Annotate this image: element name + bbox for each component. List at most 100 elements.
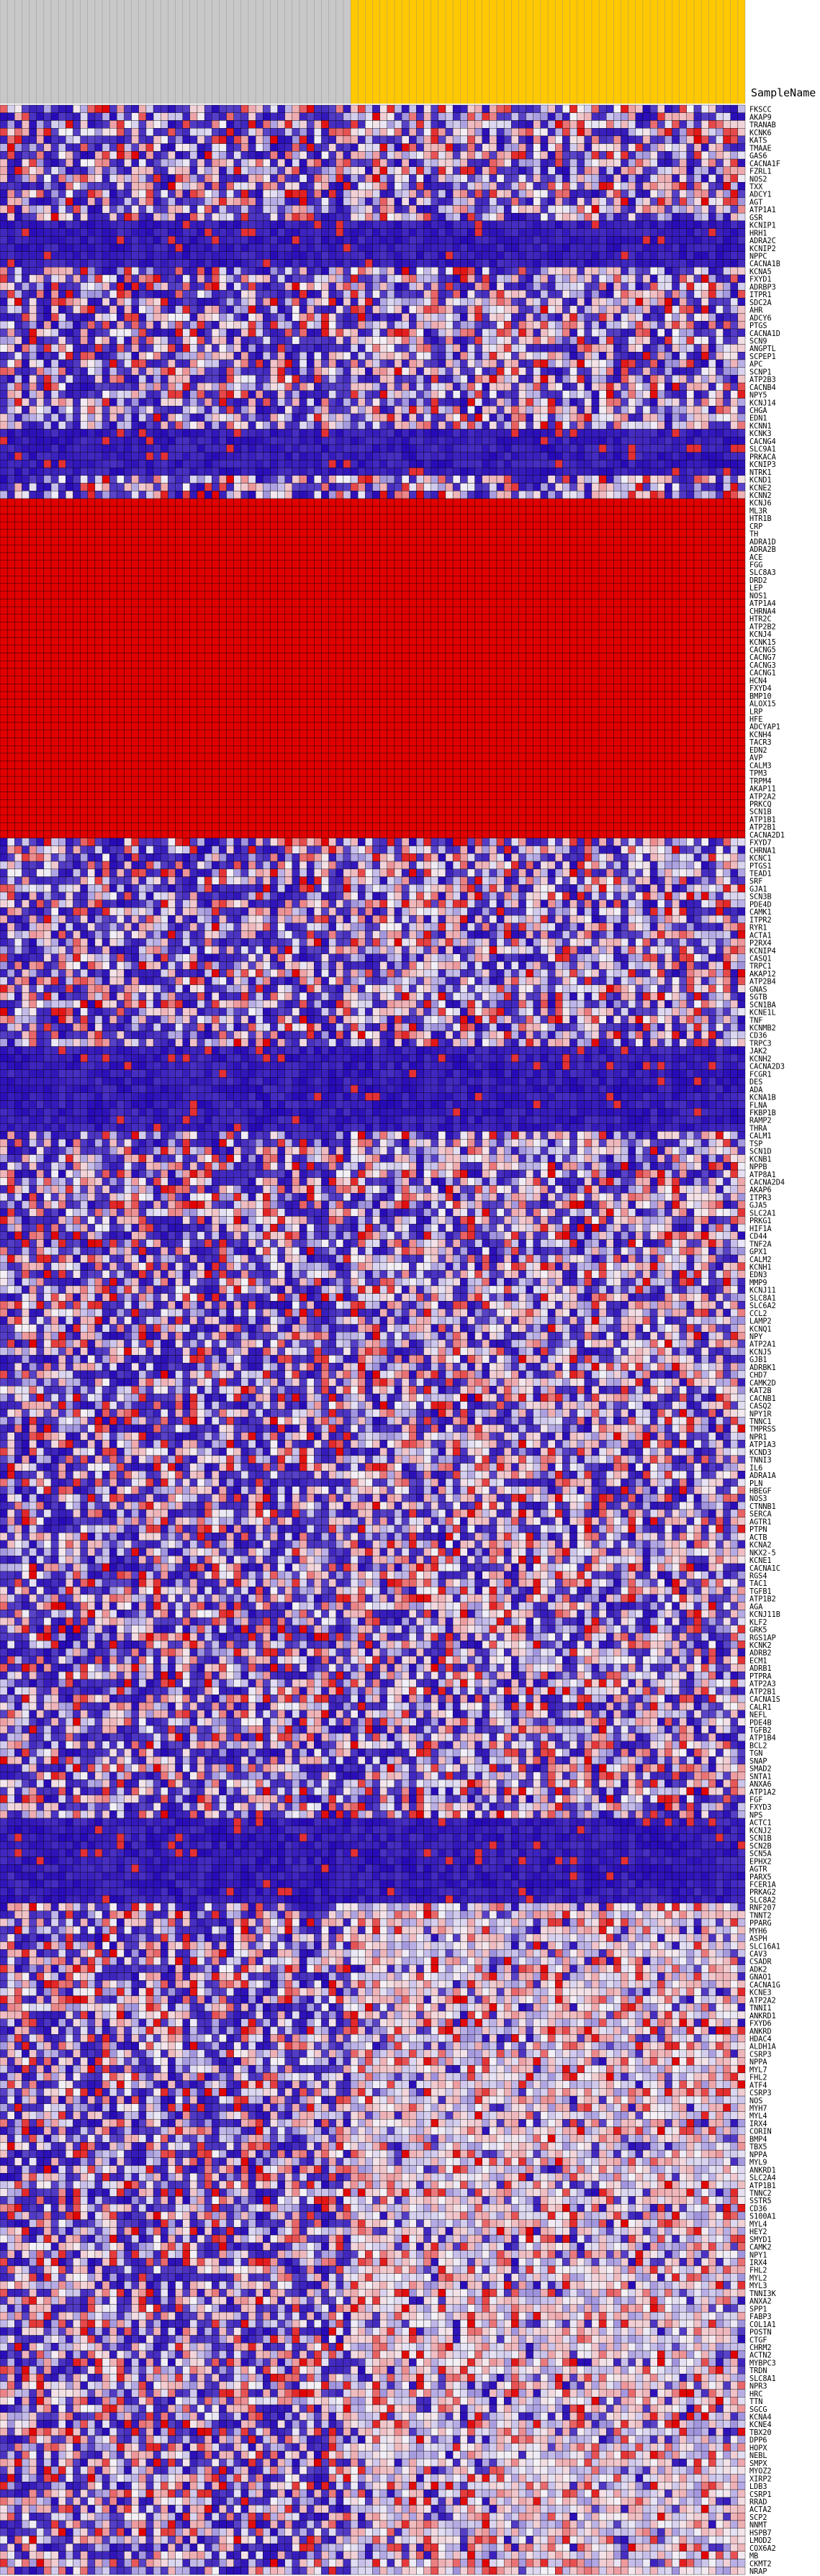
- heatmap-cell: [270, 337, 277, 345]
- heatmap-cell: [204, 375, 212, 383]
- heatmap-cell: [358, 321, 365, 329]
- heatmap-cell: [219, 151, 226, 159]
- heatmap-cell: [694, 383, 701, 391]
- heatmap-cell: [183, 182, 190, 190]
- heatmap-cell: [497, 275, 504, 283]
- heatmap-cell: [526, 113, 533, 121]
- heatmap-cell: [657, 437, 664, 445]
- heatmap-cell: [146, 244, 153, 252]
- heatmap-cell: [292, 445, 299, 453]
- heatmap-cell: [387, 213, 395, 221]
- heatmap-cell: [490, 190, 497, 198]
- heatmap-cell: [424, 283, 431, 291]
- heatmap-cell: [548, 468, 555, 476]
- heatmap-cell: [526, 337, 533, 345]
- heatmap-cell: [66, 229, 73, 237]
- heatmap-cell: [467, 437, 474, 445]
- heatmap-cell: [204, 314, 212, 322]
- heatmap-cell: [431, 275, 438, 283]
- heatmap-cell: [270, 229, 277, 237]
- heatmap-cell: [58, 406, 66, 414]
- heatmap-cell: [511, 414, 518, 422]
- heatmap-cell: [88, 337, 95, 345]
- heatmap-cell: [22, 360, 29, 368]
- heatmap-cell: [88, 306, 95, 314]
- heatmap-cell: [504, 360, 511, 368]
- heatmap-cell: [234, 144, 241, 152]
- heatmap-cell: [139, 159, 146, 167]
- heatmap-cell: [227, 190, 234, 198]
- heatmap-cell: [490, 352, 497, 360]
- heatmap-cell: [643, 136, 650, 144]
- heatmap-cell: [329, 144, 336, 152]
- heatmap-cell: [307, 128, 314, 136]
- heatmap-cell: [241, 352, 248, 360]
- heatmap-cell: [402, 136, 409, 144]
- heatmap-cell: [680, 391, 687, 399]
- heatmap-cell: [109, 306, 117, 314]
- heatmap-cell: [219, 468, 226, 476]
- heatmap-cell: [365, 120, 372, 128]
- heatmap-cell: [606, 429, 613, 437]
- heatmap-cell: [585, 213, 592, 221]
- heatmap-cell: [387, 298, 395, 306]
- heatmap-cell: [416, 429, 423, 437]
- heatmap-cell: [314, 221, 321, 229]
- heatmap-cell: [585, 445, 592, 453]
- heatmap-cell: [650, 213, 657, 221]
- heatmap-cell: [109, 167, 117, 175]
- heatmap-cell: [687, 468, 694, 476]
- heatmap-cell: [197, 306, 204, 314]
- heatmap-cell: [168, 314, 175, 322]
- heatmap-cell: [731, 298, 738, 306]
- heatmap-cell: [285, 260, 292, 268]
- heatmap-cell: [738, 391, 745, 399]
- heatmap-cell: [139, 151, 146, 159]
- heatmap-cell: [431, 260, 438, 268]
- heatmap-cell: [490, 437, 497, 445]
- heatmap-cell: [708, 236, 716, 244]
- heatmap-cell: [321, 213, 328, 221]
- heatmap-cell: [190, 275, 197, 283]
- heatmap-cell: [219, 445, 226, 453]
- heatmap-cell: [562, 120, 569, 128]
- heatmap-cell: [329, 437, 336, 445]
- heatmap-cell: [234, 128, 241, 136]
- heatmap-cell: [585, 298, 592, 306]
- heatmap-cell: [299, 460, 307, 468]
- heatmap-cell: [482, 190, 490, 198]
- heatmap-cell: [599, 306, 606, 314]
- heatmap-cell: [577, 105, 585, 113]
- heatmap-cell: [14, 344, 22, 352]
- heatmap-cell: [497, 252, 504, 260]
- heatmap-cell: [95, 105, 102, 113]
- heatmap-cell: [460, 159, 467, 167]
- heatmap-cell: [395, 298, 402, 306]
- heatmap-cell: [190, 352, 197, 360]
- heatmap-cell: [0, 275, 7, 283]
- heatmap-cell: [738, 321, 745, 329]
- heatmap-cell: [643, 236, 650, 244]
- heatmap-cell: [475, 229, 482, 237]
- heatmap-cell: [102, 283, 109, 291]
- heatmap-cell: [44, 105, 51, 113]
- heatmap-cell: [241, 399, 248, 407]
- heatmap-cell: [197, 468, 204, 476]
- heatmap-cell: [475, 151, 482, 159]
- heatmap-cell: [7, 337, 14, 345]
- heatmap-cell: [0, 128, 7, 136]
- heatmap-cell: [153, 283, 161, 291]
- heatmap-cell: [643, 368, 650, 376]
- heatmap-cell: [738, 105, 745, 113]
- heatmap-cell: [555, 352, 562, 360]
- heatmap-cell: [680, 167, 687, 175]
- heatmap-cell: [314, 252, 321, 260]
- heatmap-cell: [387, 182, 395, 190]
- heatmap-cell: [299, 175, 307, 183]
- heatmap-cell: [511, 229, 518, 237]
- heatmap-cell: [95, 236, 102, 244]
- heatmap-cell: [321, 229, 328, 237]
- heatmap-cell: [14, 105, 22, 113]
- heatmap-cell: [81, 344, 88, 352]
- heatmap-cell: [132, 120, 139, 128]
